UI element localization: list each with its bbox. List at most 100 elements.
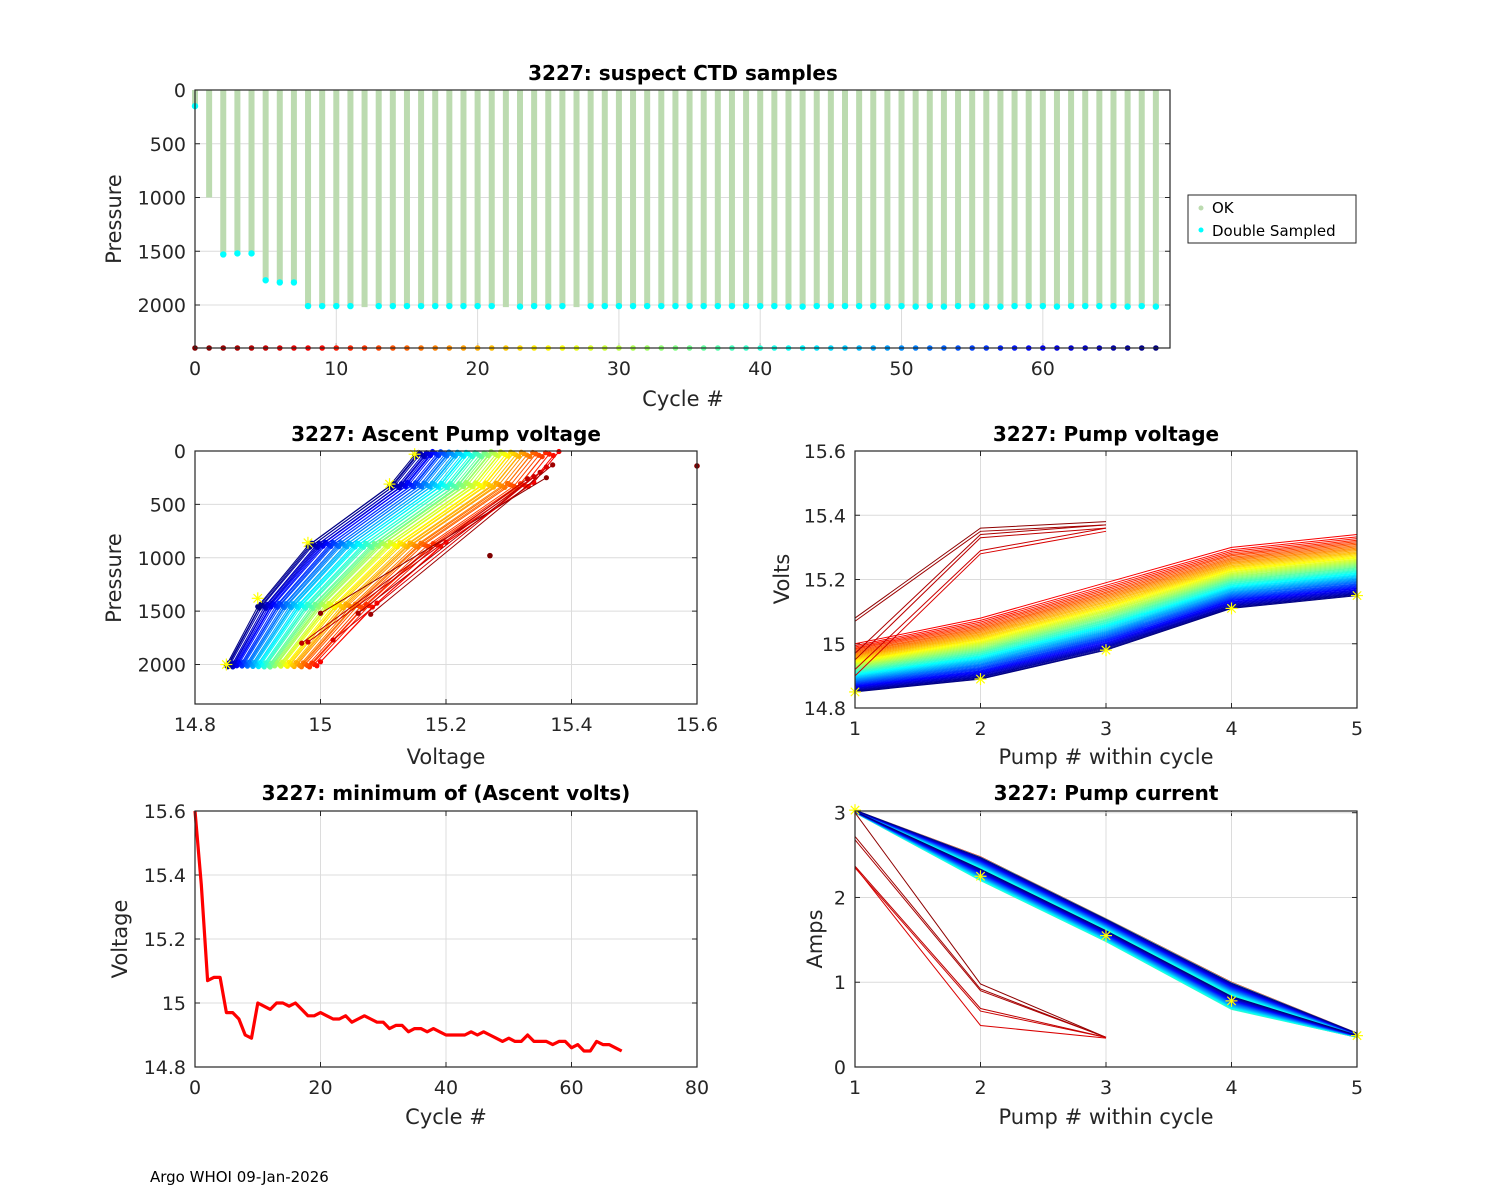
cycle-voltage-line (854, 589, 1358, 688)
marker-star-icon (1100, 929, 1112, 942)
grid (194, 810, 698, 1068)
pump-point (438, 543, 444, 549)
legend-ok-label: OK (1212, 199, 1235, 217)
axes-box (854, 810, 1358, 1068)
cycle-voltage-line (854, 543, 1358, 652)
plot-marks (849, 521, 1363, 698)
double-sampled-point (686, 302, 693, 310)
double-sampled-point (855, 302, 863, 310)
x-tick-label: 5 (1351, 1077, 1363, 1099)
double-sampled-point (997, 303, 1004, 310)
y-tick-label: 15 (822, 634, 846, 656)
y-tick-label: 15.6 (804, 441, 846, 463)
cycle-voltage-line (854, 579, 1358, 681)
star-stroke (1226, 603, 1237, 614)
marker-star-icon (849, 804, 861, 817)
marker-star-icon (1225, 994, 1238, 1007)
legend-ok-marker (1198, 205, 1204, 211)
y-tick-label: 15.2 (804, 570, 846, 592)
double-sampled-point (940, 303, 948, 310)
double-sampled-point (813, 302, 820, 310)
y-tick-label: 1000 (138, 548, 186, 570)
star-stroke (384, 479, 395, 489)
cycle-voltage-line (854, 564, 1358, 669)
plot-marks (193, 810, 623, 1053)
cycle-voltage-line (854, 584, 1358, 685)
cycle-voltage-line (854, 547, 1358, 655)
min-voltage-star-icon (383, 478, 396, 491)
cycle-voltage-line (854, 586, 1358, 686)
early-cycle-line (854, 836, 1107, 1038)
suspect-ctd-chart: 3227: suspect CTD samples 0 10 20 30 40 50 600… (102, 61, 1357, 411)
double-sampled-point (827, 302, 835, 310)
min-voltage-line (193, 810, 623, 1053)
double-sampled-point (1096, 302, 1103, 310)
y-tick-label: 500 (150, 134, 186, 156)
pump-point (343, 601, 349, 607)
double-sampled-point (276, 279, 283, 286)
early-cycle-line (854, 839, 1107, 1038)
legend-double-sampled-marker (1198, 227, 1204, 233)
marker-star-icon (974, 870, 987, 883)
y-tick-label: 500 (150, 494, 186, 516)
double-sampled-point (926, 302, 933, 310)
cycle-voltage-line (854, 538, 1358, 648)
x-tick-label: 5 (1351, 718, 1363, 740)
cycle-voltage-line (854, 555, 1358, 662)
cycle-voltage-line (854, 583, 1358, 683)
double-sampled-point (757, 302, 764, 310)
early-cycle-line (370, 464, 553, 615)
y-axis-label: Pressure (102, 174, 126, 264)
cycle-voltage-line (854, 573, 1358, 676)
x-tick-label: 2 (974, 1077, 986, 1099)
x-tick-label: 80 (685, 1077, 709, 1099)
pump-point (299, 640, 305, 646)
cycle-voltage-line (854, 570, 1358, 673)
tick-labels: 0 20 40 60 80 14.8 15 15.2 15.4 15.6 (144, 801, 709, 1099)
double-sampled-point (262, 277, 269, 284)
double-sampled-point (728, 302, 736, 310)
x-tick-label: 20 (466, 358, 490, 380)
cycle-voltage-line (854, 548, 1358, 656)
cycle-voltage-line (854, 541, 1358, 650)
pump-point (355, 610, 361, 616)
y-tick-label: 15.6 (144, 801, 186, 823)
pump-point (550, 462, 556, 468)
double-sampled-point (290, 279, 298, 286)
double-sampled-point (1110, 302, 1117, 310)
cycle-voltage-line (854, 554, 1358, 661)
star-stroke (1101, 930, 1111, 941)
double-sampled-point (714, 302, 722, 310)
chart-title: 3227: suspect CTD samples (528, 61, 838, 85)
chart-title: 3227: Pump voltage (993, 422, 1219, 446)
early-cycle-line (854, 524, 1107, 622)
min-voltage-star-icon (974, 673, 987, 686)
y-axis-label: Volts (770, 554, 794, 605)
x-tick-label: 10 (324, 358, 348, 380)
cycle-voltage-line (854, 560, 1358, 666)
pump-point (543, 475, 550, 481)
x-tick-label: 3 (1100, 718, 1112, 740)
y-tick-label: 3 (834, 803, 846, 825)
axes-box (854, 450, 1358, 709)
x-tick-label: 40 (434, 1077, 458, 1099)
double-sampled-point (474, 302, 481, 310)
footer-credit: Argo WHOI 09-Jan-2026 (150, 1168, 329, 1186)
double-sampled-point (629, 302, 637, 310)
early-cycle-line (332, 466, 547, 641)
cycle-voltage-line (854, 553, 1358, 660)
chart-title: 3227: minimum of (Ascent volts) (262, 781, 631, 805)
cycle-voltage-line (854, 556, 1358, 663)
double-sampled-point (516, 303, 524, 310)
double-sampled-point (615, 302, 623, 310)
double-sampled-point (672, 302, 679, 310)
pump-point (317, 610, 324, 616)
cycle-voltage-line (854, 567, 1358, 671)
double-sampled-point (1053, 303, 1061, 310)
x-tick-label: 1 (849, 718, 861, 740)
x-tick-label: 50 (889, 358, 913, 380)
plot-marks (849, 804, 1363, 1042)
cycle-voltage-line (854, 565, 1358, 670)
double-sampled-point (432, 302, 439, 310)
pump-point (255, 604, 261, 610)
